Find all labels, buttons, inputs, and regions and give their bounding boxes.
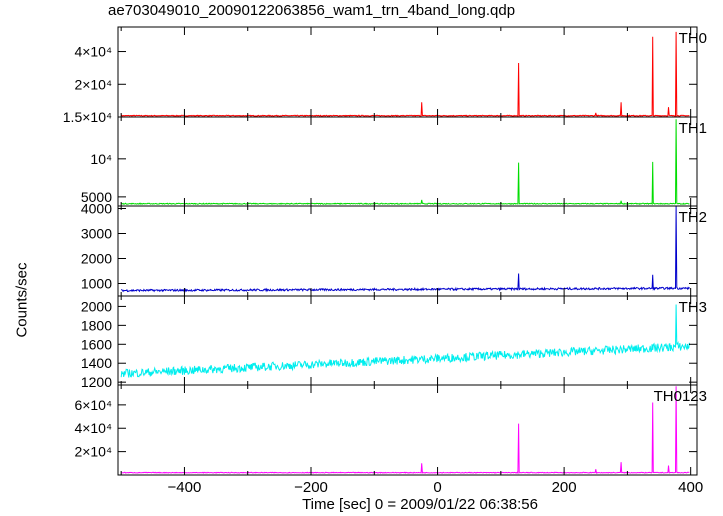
y-tick-label: 4×10⁴ [74, 420, 112, 436]
y-tick-label: 5000 [81, 189, 112, 205]
panel-frame-th1 [117, 116, 698, 207]
y-tick-label: 10⁴ [90, 151, 112, 167]
panel-frame-th2 [117, 205, 698, 297]
y-tick-label: 2000 [81, 298, 112, 314]
series-line-th3 [120, 304, 690, 378]
panel-label-th3: TH3 [679, 299, 707, 316]
chart-title: ae703049010_20090122063856_wam1_trn_4ban… [108, 2, 516, 19]
panel-label-th2: TH2 [679, 209, 707, 226]
y-tick-label: 1.5×10⁴ [63, 109, 112, 125]
y-tick-label: 1400 [81, 355, 112, 371]
x-axis-label: Time [sec] 0 = 2009/01/22 06:38:56 [302, 496, 538, 513]
x-tick-label: 200 [552, 479, 577, 496]
panel-label-th1: TH1 [679, 120, 707, 137]
y-tick-label: 1000 [81, 276, 112, 292]
series-line-th1 [121, 119, 690, 206]
y-tick-label: 1200 [81, 374, 112, 390]
series-line-th2 [121, 205, 690, 293]
y-tick-label: 1600 [81, 336, 112, 352]
panel-frame-th0 [117, 26, 698, 118]
y-tick-label: 4000 [81, 201, 112, 217]
series-line-th0 [120, 31, 690, 118]
y-tick-label: 2×10⁴ [74, 76, 112, 92]
y-tick-label: 6×10⁴ [74, 397, 112, 413]
panel-label-th0123: TH0123 [654, 388, 707, 405]
y-tick-label: 4×10⁴ [74, 44, 112, 60]
x-tick-label: 400 [678, 479, 703, 496]
x-tick-label: 0 [433, 479, 441, 496]
panel-frame-th0123 [117, 384, 698, 476]
y-tick-label: 2000 [81, 251, 112, 267]
panel-frame-th3 [117, 295, 698, 386]
x-tick-label: −200 [294, 479, 328, 496]
y-tick-label: 3000 [81, 226, 112, 242]
x-tick-label: −400 [168, 479, 202, 496]
panel-label-th0: TH0 [679, 30, 707, 47]
y-tick-label: 2×10⁴ [74, 444, 112, 460]
y-tick-label: 1800 [81, 317, 112, 333]
series-line-th0123 [121, 386, 690, 475]
